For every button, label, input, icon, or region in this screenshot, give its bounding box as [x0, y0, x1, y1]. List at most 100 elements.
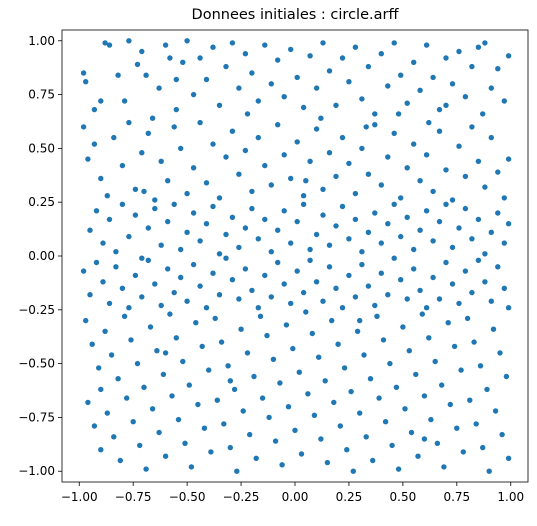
- data-point: [221, 421, 227, 427]
- data-point: [385, 292, 391, 298]
- data-point: [167, 55, 173, 61]
- data-point: [326, 150, 333, 156]
- data-point: [264, 332, 270, 339]
- data-point: [128, 337, 134, 343]
- data-point: [346, 236, 352, 242]
- data-point: [234, 468, 240, 474]
- data-point: [475, 158, 482, 164]
- data-point: [184, 229, 190, 235]
- data-point: [275, 57, 281, 63]
- data-point: [365, 229, 372, 235]
- data-point: [156, 429, 162, 436]
- data-point: [475, 44, 482, 50]
- data-point: [240, 408, 246, 414]
- data-point: [339, 134, 346, 141]
- data-point: [331, 399, 337, 406]
- data-point: [320, 298, 326, 304]
- data-point: [165, 218, 171, 225]
- data-point: [277, 380, 283, 386]
- data-point: [275, 259, 281, 266]
- data-point: [288, 300, 294, 307]
- data-point: [139, 150, 145, 156]
- data-point: [313, 231, 320, 238]
- data-point: [441, 464, 447, 470]
- data-point: [298, 451, 305, 457]
- data-point: [471, 339, 477, 345]
- data-point: [270, 356, 277, 362]
- data-point: [162, 453, 169, 459]
- data-point: [408, 429, 415, 436]
- data-point: [313, 85, 320, 91]
- data-point: [443, 55, 449, 61]
- data-point: [501, 285, 507, 291]
- data-point: [83, 79, 89, 85]
- data-point: [117, 457, 124, 464]
- data-point: [326, 242, 333, 248]
- data-point: [145, 130, 151, 136]
- x-tick-label: −1.00: [61, 490, 98, 504]
- data-point: [288, 175, 294, 182]
- data-point: [447, 401, 453, 408]
- x-tick-label: 0.75: [443, 490, 470, 504]
- data-point: [249, 188, 255, 195]
- data-point: [96, 365, 102, 371]
- y-tick-label: −0.50: [18, 357, 55, 371]
- data-point: [411, 246, 417, 253]
- data-point: [137, 442, 143, 449]
- data-point: [244, 111, 251, 117]
- data-point: [339, 305, 346, 311]
- data-point: [134, 360, 141, 367]
- data-point: [423, 42, 430, 48]
- data-point: [262, 42, 268, 48]
- data-point: [216, 102, 223, 109]
- data-point: [249, 70, 255, 76]
- data-point: [385, 83, 391, 89]
- data-point: [149, 115, 156, 121]
- data-point: [165, 266, 171, 272]
- data-point: [352, 216, 359, 223]
- data-point: [503, 373, 510, 380]
- data-point: [454, 425, 460, 431]
- data-point: [492, 408, 499, 414]
- data-point: [111, 134, 117, 141]
- data-point: [406, 348, 412, 354]
- data-point: [421, 436, 428, 442]
- data-point: [430, 238, 436, 244]
- data-point: [436, 106, 443, 113]
- data-point: [488, 229, 494, 235]
- data-point: [346, 79, 352, 85]
- data-point: [417, 87, 423, 94]
- data-point: [365, 63, 372, 70]
- data-point: [229, 277, 236, 283]
- data-point: [313, 279, 320, 285]
- data-point: [80, 70, 87, 76]
- data-point: [505, 455, 512, 461]
- data-point: [126, 233, 132, 240]
- data-point: [184, 190, 190, 197]
- data-point: [171, 289, 177, 296]
- data-point: [229, 128, 236, 134]
- data-point: [391, 255, 397, 261]
- data-point: [480, 444, 486, 451]
- data-point: [193, 320, 199, 326]
- data-point: [139, 48, 145, 55]
- data-point: [272, 438, 279, 444]
- data-point: [322, 378, 328, 384]
- data-point: [279, 462, 285, 468]
- data-point: [262, 162, 268, 169]
- data-point: [426, 119, 432, 126]
- data-point: [505, 221, 512, 227]
- data-point: [370, 457, 376, 464]
- data-point: [121, 313, 128, 319]
- data-point: [404, 165, 410, 171]
- x-tick-label: 1.00: [497, 490, 524, 504]
- y-tick-label: −0.25: [18, 303, 55, 317]
- data-point: [190, 261, 197, 268]
- data-point: [294, 218, 300, 225]
- data-point: [359, 261, 365, 268]
- data-point: [203, 221, 210, 227]
- data-point: [352, 190, 359, 197]
- data-point: [87, 292, 93, 298]
- data-point: [320, 212, 326, 218]
